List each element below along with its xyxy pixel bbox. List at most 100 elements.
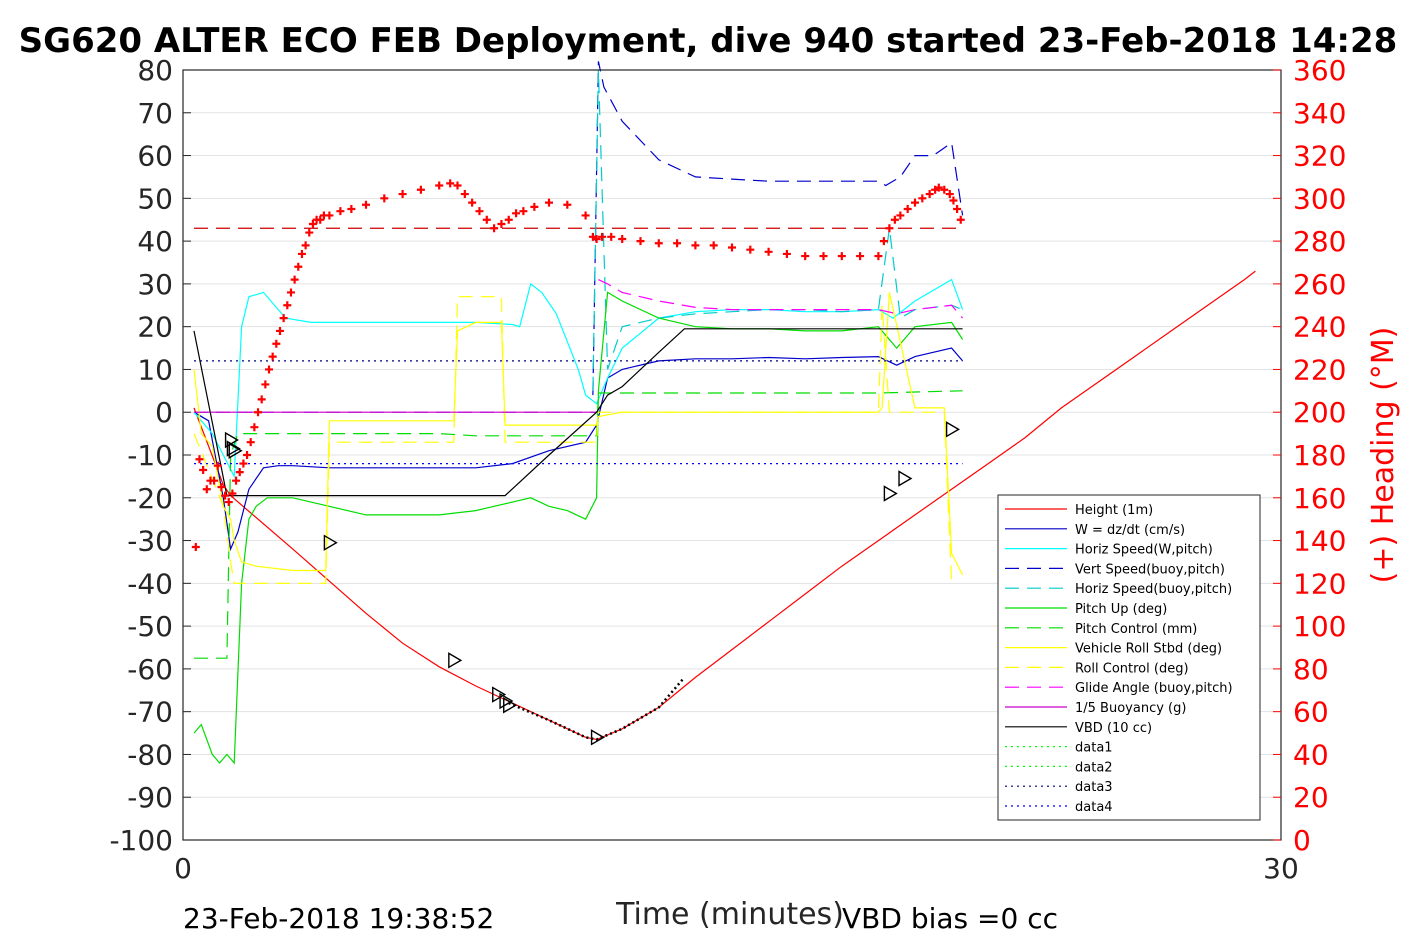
heading-marker — [607, 232, 616, 241]
heading-marker — [856, 252, 865, 261]
y2-tick-label: 160 — [1293, 482, 1346, 515]
y2-tick-label: 240 — [1293, 311, 1346, 344]
heading-marker — [232, 476, 241, 485]
legend-label: Height (1m) — [1075, 503, 1153, 518]
heading-marker — [837, 252, 846, 261]
heading-marker — [468, 198, 477, 207]
legend-label: data2 — [1075, 760, 1113, 775]
heading-marker — [530, 202, 539, 211]
y2-tick-label: 0 — [1293, 824, 1311, 857]
heading-marker — [598, 232, 607, 241]
heading-marker — [563, 200, 572, 209]
y2-axis-ticks: 3603403203002802602402202001801601401201… — [1273, 54, 1346, 857]
heading-marker — [243, 451, 252, 459]
heading-marker — [398, 190, 407, 199]
y2-tick-label: 40 — [1293, 738, 1329, 771]
triangle-marker — [448, 652, 463, 669]
y2-tick-label: 120 — [1293, 567, 1346, 600]
y-tick-label: 0 — [155, 396, 173, 429]
heading-marker — [890, 215, 899, 224]
series-line — [193, 347, 964, 552]
y-tick-label: -20 — [127, 482, 173, 515]
series-line — [193, 296, 953, 584]
series-line — [193, 291, 964, 765]
heading-marker — [945, 190, 954, 199]
heading-marker — [512, 209, 521, 218]
heading-marker — [283, 301, 292, 310]
y-tick-label: -90 — [127, 781, 173, 814]
heading-marker — [265, 365, 274, 374]
y2-tick-label: 280 — [1293, 225, 1346, 258]
heading-marker — [294, 262, 303, 271]
heading-marker — [210, 476, 219, 485]
x-tick-label: 30 — [1263, 852, 1299, 885]
heading-marker — [654, 239, 663, 248]
heading-marker — [636, 237, 645, 246]
y2-tick-label: 140 — [1293, 525, 1346, 558]
y-tick-label: -100 — [109, 824, 173, 857]
heading-marker — [308, 220, 317, 228]
heading-marker — [217, 483, 226, 492]
series-line — [592, 61, 964, 396]
heading-marker — [801, 252, 810, 261]
y-tick-label: -50 — [127, 610, 173, 643]
heading-marker — [199, 465, 208, 474]
y2-tick-label: 60 — [1293, 696, 1329, 729]
heading-marker — [903, 205, 912, 214]
heading-marker — [246, 438, 255, 447]
heading-marker — [380, 194, 389, 203]
heading-marker — [213, 461, 222, 470]
y-axis-ticks: 80 70 60 50 40 30 20 10 0 -10 -20 -30 -40 -50 -60 -70 -8… — [109, 54, 191, 857]
heading-marker — [885, 224, 894, 233]
chart-title: SG620 ALTER ECO FEB Deployment, dive 940… — [19, 21, 1398, 61]
legend-label: VBD (10 cc) — [1075, 721, 1152, 736]
series-line — [193, 328, 963, 497]
legend-label: data1 — [1075, 741, 1113, 756]
heading-marker — [257, 395, 266, 404]
heading-marker — [347, 205, 356, 214]
heading-marker — [316, 215, 325, 224]
heading-marker — [460, 190, 469, 199]
series-line — [193, 270, 1256, 741]
y-tick-label: -80 — [127, 738, 173, 771]
triangle-marker — [945, 421, 960, 438]
triangle-marker — [499, 692, 514, 710]
y-tick-label: -60 — [127, 653, 173, 686]
y2-tick-label: 180 — [1293, 439, 1346, 472]
heading-marker — [592, 234, 601, 243]
heading-marker — [325, 211, 334, 220]
legend-label: Vehicle Roll Stbd (deg) — [1075, 642, 1222, 657]
heading-marker — [728, 243, 736, 252]
y-tick-label: 40 — [137, 225, 173, 258]
heading-marker — [301, 241, 310, 250]
triangle-marker — [492, 686, 507, 703]
triangle-marker — [503, 697, 518, 714]
heading-marker — [261, 380, 270, 389]
heading-marker — [949, 196, 958, 205]
y2-tick-label: 320 — [1293, 140, 1346, 173]
heading-marker — [272, 339, 281, 348]
y2-tick-label: 20 — [1293, 781, 1329, 814]
heading-marker — [490, 224, 499, 233]
y2-tick-label: 360 — [1293, 54, 1346, 87]
heading-marker — [297, 249, 306, 258]
heading-marker — [239, 459, 248, 468]
heading-marker — [673, 239, 682, 248]
heading-marker — [362, 200, 370, 209]
heading-marker — [305, 228, 314, 237]
heading-marker — [819, 252, 828, 261]
heading-marker — [691, 241, 700, 250]
heading-marker — [221, 491, 230, 500]
heading-marker — [254, 408, 263, 417]
heading-marker — [764, 247, 773, 256]
heading-marker — [228, 489, 237, 498]
series-line — [193, 278, 964, 479]
legend-label: Pitch Up (deg) — [1075, 602, 1167, 617]
heading-marker — [545, 198, 553, 207]
y-tick-label: 80 — [137, 54, 173, 87]
legend-label: Horiz Speed(W,pitch) — [1075, 543, 1213, 558]
heading-marker — [934, 183, 943, 192]
heading-marker — [235, 468, 244, 477]
heading-marker — [896, 211, 905, 220]
